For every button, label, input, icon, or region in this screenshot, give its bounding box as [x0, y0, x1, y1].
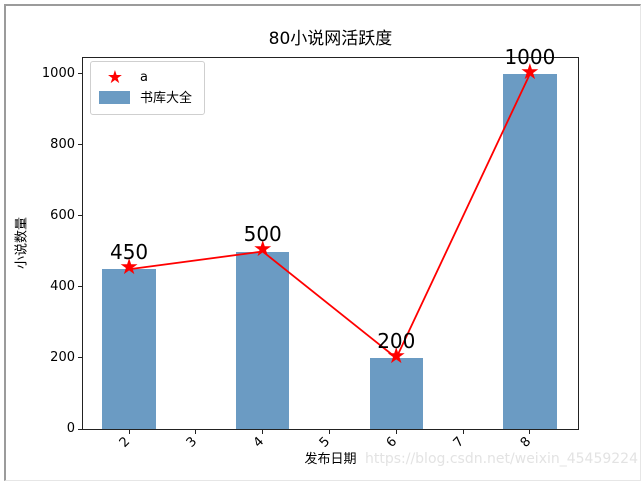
legend-patch-sample [99, 89, 131, 108]
x-tick-label: 4 [250, 434, 267, 451]
legend-label-bar: 书库大全 [140, 91, 193, 106]
watermark: https://blog.csdn.net/weixin_45459224 [364, 451, 638, 467]
x-tick-mark [195, 430, 197, 434]
y-tick-label: 200 [50, 349, 75, 365]
bar-x2 [102, 269, 156, 429]
star-marker: ★ [520, 60, 540, 86]
x-tick-mark [462, 430, 464, 434]
plot-area: ★ ★ ★ ★ 450 500 200 1000 2 3 4 5 6 7 8 0 200 400 600 800 1… [42, 47, 579, 451]
star-marker: ★ [252, 237, 273, 263]
point-label: 450 [109, 240, 149, 265]
x-tick-label: 5 [317, 434, 334, 451]
point-label: 1000 [504, 44, 556, 69]
x-tick-mark [529, 430, 531, 434]
legend-item-bar: 书库大全 [99, 88, 192, 109]
y-tick-mark [78, 73, 82, 75]
y-tick-mark [78, 144, 82, 146]
y-tick-label: 800 [50, 136, 75, 152]
y-tick-mark [78, 357, 82, 359]
line-series [128, 73, 531, 360]
legend-label-line: a [140, 70, 148, 85]
point-label: 200 [377, 328, 416, 353]
star-icon: ★ [106, 66, 124, 88]
star-marker: ★ [119, 255, 139, 281]
bar-x4 [235, 251, 290, 429]
x-tick-label: 8 [517, 434, 535, 451]
star-marker: ★ [386, 344, 407, 370]
y-tick-label: 0 [66, 421, 75, 436]
legend-item-line: ★ a [99, 67, 192, 88]
y-tick-mark [78, 286, 82, 288]
patch-icon [99, 91, 130, 104]
x-tick-label: 2 [116, 434, 134, 451]
chart-title: 80小说网活跃度 [268, 29, 393, 49]
x-tick-label: 3 [183, 434, 201, 451]
point-label: 500 [243, 222, 282, 247]
y-axis-label: 小说数量 [14, 216, 30, 270]
y-tick-mark [78, 428, 82, 430]
x-axis-label: 发布日期 [304, 452, 357, 467]
bar-x6 [369, 358, 424, 429]
y-tick-label: 600 [50, 207, 75, 223]
x-tick-mark [128, 430, 130, 434]
y-tick-label: 1000 [41, 65, 75, 81]
x-tick-mark [262, 430, 264, 434]
legend: ★ a 书库大全 [90, 61, 206, 115]
x-tick-label: 7 [450, 434, 468, 451]
x-tick-mark [328, 430, 330, 434]
bar-x8 [503, 73, 557, 429]
y-tick-label: 400 [50, 278, 75, 294]
x-tick-label: 6 [384, 434, 401, 451]
x-tick-mark [395, 430, 397, 434]
y-tick-mark [78, 215, 82, 217]
